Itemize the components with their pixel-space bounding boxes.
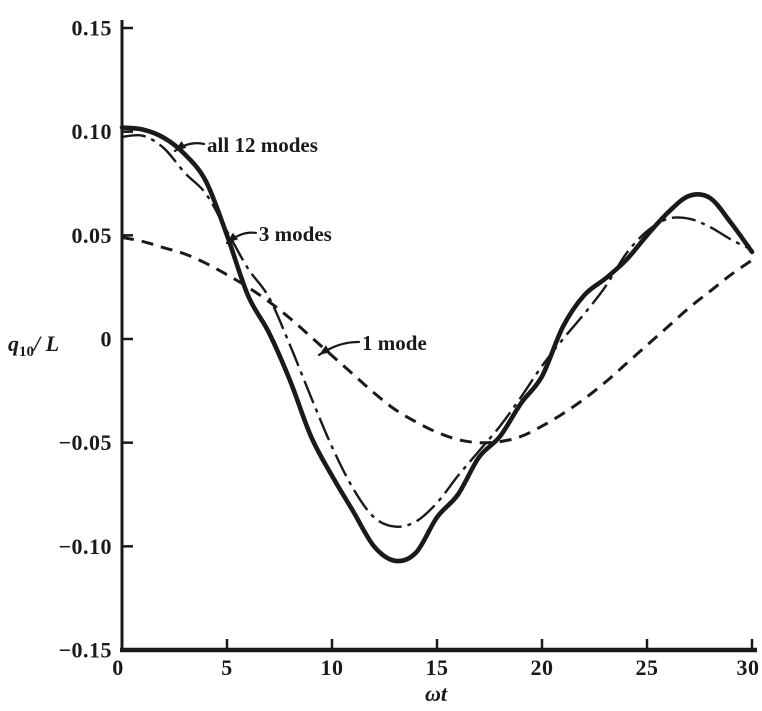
axes-group: 0.150.100.050−0.05−0.10−0.150 5 10 15 20 25 30: [58, 16, 759, 681]
x-axis-title: ωt: [425, 681, 448, 706]
annotation-arrowhead-all-12-modes: [174, 141, 187, 151]
y-tick-label: 0.10: [72, 119, 113, 144]
x-tick-label: 10: [321, 655, 344, 680]
y-tick-label: −0.05: [58, 430, 112, 455]
annotation-label-all-12-modes: all 12 modes: [207, 133, 318, 157]
y-tick-label: −0.10: [58, 534, 112, 559]
annotation-arrowhead-1-mode: [318, 345, 331, 355]
x-tick-label: 30: [737, 655, 760, 680]
x-tick-label: 20: [531, 655, 554, 680]
annotation-arrowhead-3-modes: [227, 232, 239, 244]
x-tick-label: 5: [221, 655, 233, 680]
curve-1-mode: [121, 235, 753, 445]
annotation-label-3-modes: 3 modes: [259, 222, 332, 246]
curve-3-modes: [121, 133, 753, 528]
annotation-label-1-mode: 1 mode: [362, 331, 427, 355]
y-tick-label: 0.15: [72, 16, 113, 41]
curves-group: [119, 125, 755, 564]
x-tick-label: 25: [636, 655, 659, 680]
x-tick-label: 15: [426, 655, 449, 680]
y-tick-label: −0.15: [58, 638, 112, 663]
y-tick-label: 0: [101, 327, 113, 352]
x-tick-label: 0: [112, 655, 124, 680]
curve-all-12-modes: [119, 125, 755, 564]
y-axis-title: q10/ L: [8, 331, 59, 360]
annotations-group: all 12 modes 3 modes 1 mode: [173, 133, 427, 357]
y-tick-label: 0.05: [72, 223, 113, 248]
